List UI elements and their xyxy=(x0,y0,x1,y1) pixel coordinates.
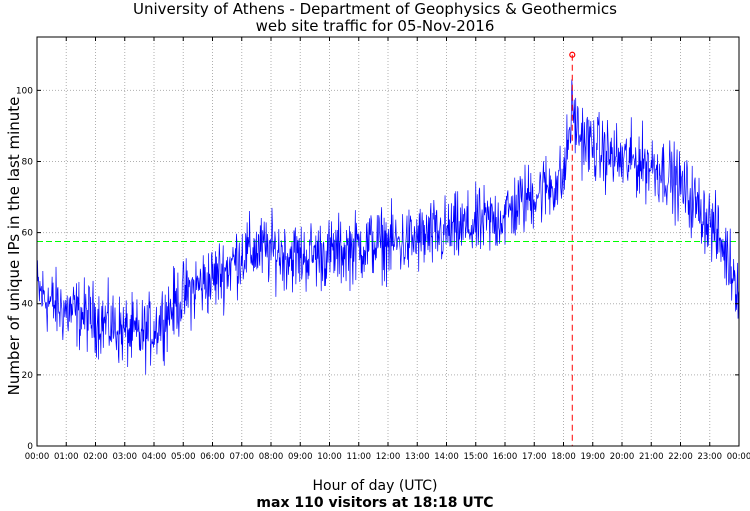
x-tick-label: 23:00 xyxy=(698,452,723,462)
x-tick-label: 07:00 xyxy=(230,452,255,462)
x-tick-label: 21:00 xyxy=(639,452,664,462)
y-tick-label: 100 xyxy=(16,86,33,96)
chart-title: University of Athens - Department of Geo… xyxy=(133,0,617,18)
x-tick-label: 17:00 xyxy=(522,452,547,462)
x-tick-label: 20:00 xyxy=(610,452,635,462)
series-group xyxy=(36,79,740,375)
series-line xyxy=(36,79,740,375)
y-tick-label: 40 xyxy=(22,300,34,310)
x-axis-label: Hour of day (UTC) xyxy=(312,478,438,494)
x-axis-ticks: 00:00 01:00 02:00 03:00 04:00 05:00 06:00 07:00… xyxy=(25,37,750,462)
x-tick-label: 04:00 xyxy=(142,452,167,462)
x-tick-label: 06:00 xyxy=(200,452,225,462)
x-tick-label: 08:00 xyxy=(259,452,284,462)
x-tick-label: 09:00 xyxy=(288,452,313,462)
x-tick-label: 01:00 xyxy=(54,452,79,462)
x-tick-label: 00:00 xyxy=(25,452,50,462)
x-tick-label: 05:00 xyxy=(171,452,196,462)
chart-subtitle: web site traffic for 05-Nov-2016 xyxy=(255,17,495,35)
x-tick-label: 18:00 xyxy=(551,452,576,462)
max-marker-group xyxy=(569,51,576,446)
y-tick-label: 20 xyxy=(22,371,34,381)
y-tick-label: 0 xyxy=(27,442,33,452)
x-tick-label: 00:00 xyxy=(727,452,750,462)
x-tick-label: 12:00 xyxy=(376,452,401,462)
y-axis-ticks: 0 20 40 60 80 100 xyxy=(16,86,739,452)
x-tick-label: 03:00 xyxy=(113,452,138,462)
y-tick-label: 60 xyxy=(22,229,34,239)
x-tick-label: 13:00 xyxy=(405,452,430,462)
x-tick-label: 15:00 xyxy=(464,452,489,462)
y-tick-label: 80 xyxy=(22,157,34,167)
x-tick-label: 10:00 xyxy=(317,452,342,462)
x-tick-label: 11:00 xyxy=(347,452,372,462)
max-visitors-note: max 110 visitors at 18:18 UTC xyxy=(256,495,494,511)
x-tick-label: 02:00 xyxy=(83,452,108,462)
x-tick-label: 22:00 xyxy=(668,452,693,462)
x-tick-label: 16:00 xyxy=(493,452,518,462)
max-point-marker xyxy=(569,51,576,58)
x-tick-label: 14:00 xyxy=(434,452,459,462)
x-tick-label: 19:00 xyxy=(581,452,606,462)
